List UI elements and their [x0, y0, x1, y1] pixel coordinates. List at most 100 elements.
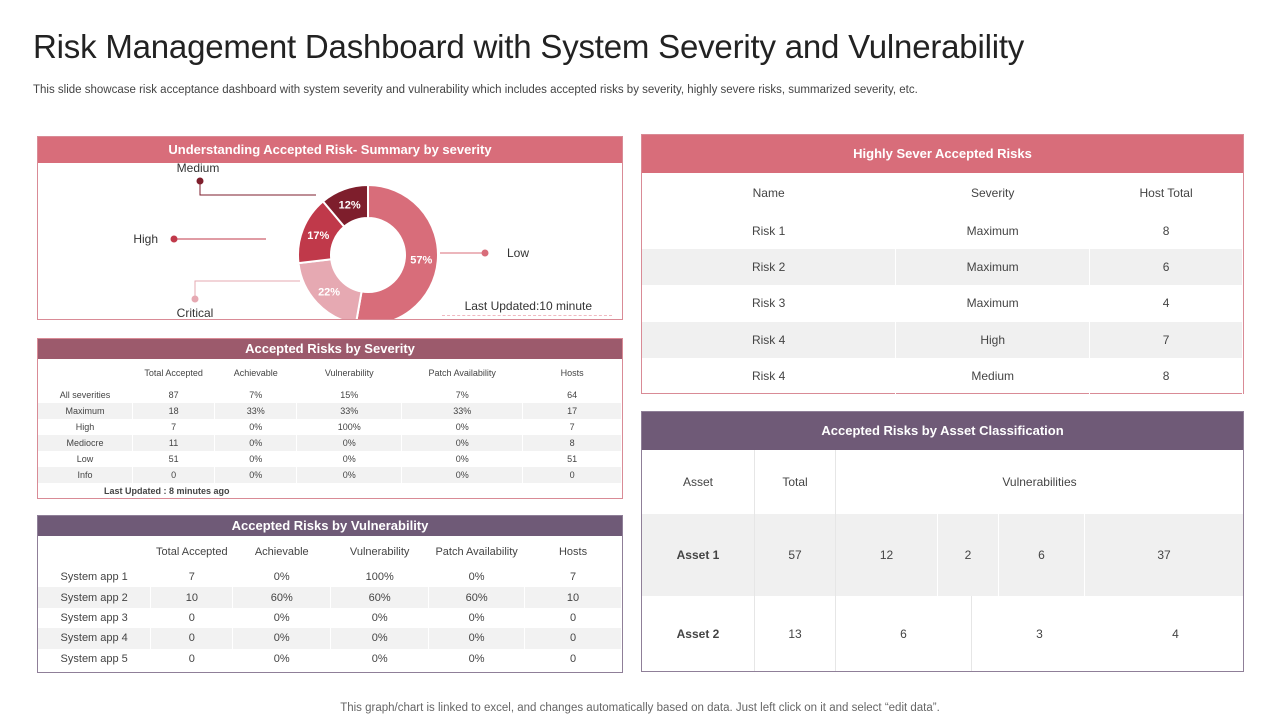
table-cell: 8 [1089, 357, 1243, 394]
table-cell: 100% [296, 419, 403, 435]
column-header: Total Accepted [150, 536, 234, 567]
table-cell: 0 [524, 628, 622, 649]
severity-summary-title: Understanding Accepted Risk- Summary by … [38, 137, 622, 163]
column-divider [998, 514, 999, 596]
table-cell: 87 [132, 387, 216, 403]
table-cell: 0% [401, 467, 524, 483]
asset-vulnerability-value: 12 [879, 548, 894, 562]
leader-line [194, 280, 300, 299]
asset-header: Asset [682, 475, 713, 489]
table-row: System app 4 0 0% 0% 0% 0 [38, 628, 622, 649]
table-cell: 0% [214, 419, 298, 435]
page-title: Risk Management Dashboard with System Se… [33, 28, 1025, 65]
table-row: System app 3 0 0% 0% 0% 0 [38, 607, 622, 629]
table-row: Maximum 18 33% 33% 33% 17 [38, 403, 622, 419]
donut-slice-label: 22% [318, 287, 340, 299]
table-cell: 0% [428, 567, 526, 588]
table-cell: 51 [522, 451, 622, 467]
column-header: Vulnerability [330, 536, 430, 567]
row-label: High [38, 419, 133, 435]
table-cell: 0% [428, 628, 526, 649]
table-cell: 7 [522, 419, 622, 435]
table-row: System app 5 0 0% 0% 0% 0 [38, 648, 622, 669]
column-header: Severity [895, 173, 1091, 213]
row-label: System app 1 [38, 567, 152, 588]
asset-name: Asset 1 [676, 548, 720, 562]
table-cell: 7 [1089, 321, 1243, 358]
table-cell: 10 [150, 587, 234, 608]
table-cell: 8 [1089, 213, 1243, 250]
severity-donut-chart: 57% 22% 17% 12% Low Critical High Medium [133, 161, 529, 319]
column-header: Achievable [232, 536, 332, 567]
table-cell: 17 [522, 403, 622, 419]
table-cell: 0% [232, 628, 332, 649]
column-header: Host Total [1089, 173, 1243, 213]
table-cell: 100% [330, 567, 430, 588]
legend-label-low: Low [507, 246, 529, 260]
leader-dot [170, 235, 178, 243]
table-cell: 0% [296, 451, 403, 467]
table-cell: 51 [132, 451, 216, 467]
leader-dot [196, 177, 204, 185]
legend-label-critical: Critical [177, 306, 214, 319]
table-cell: 4 [1089, 285, 1243, 322]
accepted-risks-by-severity-panel: Accepted Risks by Severity Total Accepte… [37, 338, 623, 499]
column-header: Total Accepted [132, 359, 216, 387]
row-label: Risk 1 [642, 213, 897, 250]
table-cell: 0 [150, 628, 234, 649]
column-divider [971, 596, 972, 671]
table-cell: 0% [296, 435, 403, 451]
row-label: Risk 3 [642, 285, 897, 322]
page-subtitle: This slide showcase risk acceptance dash… [33, 84, 918, 96]
table-cell: 64 [522, 387, 622, 403]
table-row: Info 0 0% 0% 0% 0 [38, 467, 622, 483]
table-row: Risk 1 Maximum 8 [642, 213, 1243, 250]
asset-total: 13 [788, 626, 802, 641]
column-divider [937, 514, 938, 596]
row-label: Risk 2 [642, 249, 897, 286]
row-label: Low [38, 451, 133, 467]
table-cell: 0 [524, 648, 622, 669]
table-row: Risk 3 Maximum 4 [642, 285, 1243, 322]
leader-dot [481, 249, 489, 257]
vulnerability-table: Total Accepted Achievable Vulnerability Pat… [38, 536, 622, 669]
column-header: Patch Availability [401, 359, 524, 387]
table-cell: 7 [132, 419, 216, 435]
table-cell: 18 [132, 403, 216, 419]
table-cell: 0% [401, 435, 524, 451]
row-label: Maximum [38, 403, 133, 419]
legend-label-medium: Medium [177, 161, 220, 175]
column-header: Name [642, 173, 897, 213]
table-cell: High [895, 321, 1091, 358]
column-header: Vulnerability [296, 359, 403, 387]
total-header: Total [782, 475, 808, 489]
donut-slice-label: 17% [307, 230, 329, 242]
table-cell: 0% [330, 607, 430, 629]
table-cell: 8 [522, 435, 622, 451]
vulnerability-table-title: Accepted Risks by Vulnerability [38, 516, 622, 536]
donut-slice-medium [321, 183, 369, 229]
table-cell: 7% [214, 387, 298, 403]
table-cell: 0 [150, 648, 234, 669]
table-cell: 0% [428, 607, 526, 629]
highly-severe-risks-panel: Highly Sever Accepted Risks Name Severity… [641, 134, 1244, 394]
donut-last-updated: Last Updated:10 minute [464, 299, 592, 313]
table-cell: 7% [401, 387, 524, 403]
asset-total: 57 [788, 548, 802, 562]
asset-vulnerability-value: 37 [1157, 548, 1171, 562]
asset-classification-panel: Accepted Risks by Asset Classification A… [641, 411, 1244, 672]
row-label: All severities [38, 387, 133, 403]
table-cell: 0% [296, 467, 403, 483]
table-row: System app 2 10 60% 60% 60% 10 [38, 587, 622, 608]
table-row: High 7 0% 100% 0% 7 [38, 419, 622, 435]
asset-row-background [642, 514, 1243, 596]
severe-risks-table: Name Severity Host Total Risk 1 Maximum 8 Ris… [642, 173, 1243, 394]
table-cell: 0% [214, 467, 298, 483]
table-cell: 33% [214, 403, 298, 419]
table-cell: 60% [232, 587, 332, 608]
table-cell: 0% [214, 435, 298, 451]
severity-table: Total Accepted Achievable Vulnerability Pat… [38, 359, 622, 483]
column-divider [754, 450, 755, 671]
asset-name: Asset 2 [676, 626, 720, 641]
column-header: Achievable [214, 359, 298, 387]
